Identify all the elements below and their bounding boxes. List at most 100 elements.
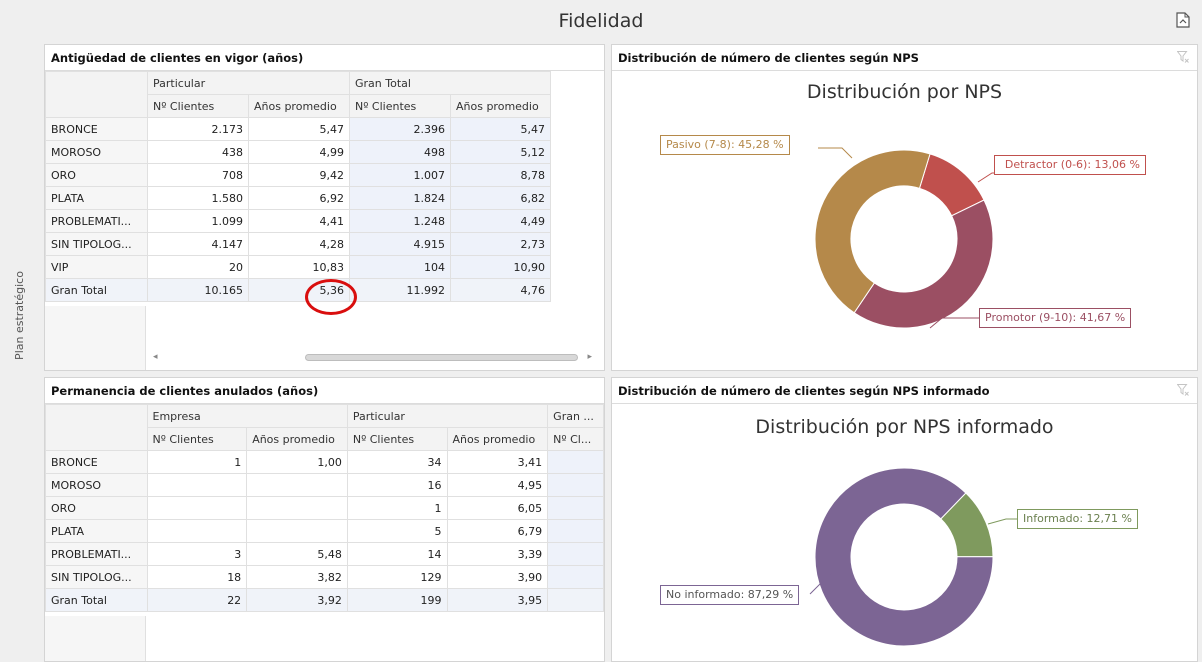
table-cell[interactable]: 14 [346,542,448,566]
table-cell[interactable]: 4,28 [248,232,350,256]
table-row[interactable]: VIP 20 10,83 104 10,90 [45,255,551,279]
table-cell[interactable]: 4,49 [450,209,551,233]
donut-slice[interactable] [814,149,931,314]
pivot-grid[interactable]: Particular Gran Total Nº Clientes Años p… [45,71,551,302]
table-cell[interactable]: 16 [346,473,448,497]
table-row[interactable]: MOROSO 438 4,99 498 5,12 [45,140,551,164]
table-cell[interactable]: 4.147 [147,232,249,256]
table-cell[interactable]: 5,48 [246,542,348,566]
row-header[interactable]: MOROSO [45,473,148,497]
table-cell[interactable]: 4,76 [450,278,551,302]
table-cell[interactable]: 4,41 [248,209,350,233]
table-cell[interactable]: 1 [146,450,248,474]
group-header[interactable]: Gran ... [547,404,604,428]
table-cell[interactable]: 1 [346,496,448,520]
table-cell[interactable]: 3,82 [246,565,348,589]
table-cell[interactable]: 104 [349,255,451,279]
table-cell[interactable]: 6,05 [446,496,549,520]
table-row[interactable]: PROBLEMATI... 1.099 4,41 1.248 4,49 [45,209,551,233]
column-header[interactable]: Nº Clientes [346,427,448,451]
clear-filter-icon[interactable] [1177,384,1189,396]
row-header[interactable]: Gran Total [45,278,148,302]
table-cell[interactable]: 2.173 [147,117,249,141]
table-cell[interactable] [146,473,248,497]
table-cell[interactable]: 4,95 [446,473,549,497]
table-cell[interactable]: 1.824 [349,186,451,210]
table-cell[interactable]: 1.248 [349,209,451,233]
table-row[interactable]: PROBLEMATI... 3 5,48 14 3,39 [45,542,604,566]
table-cell[interactable]: 3,41 [446,450,549,474]
table-cell[interactable] [146,519,248,543]
table-row[interactable]: Gran Total 22 3,92 199 3,95 [45,588,604,612]
table-cell[interactable]: 11.992 [349,278,451,302]
row-header[interactable]: SIN TIPOLOG... [45,232,148,256]
table-row[interactable]: Gran Total 10.165 5,36 11.992 4,76 [45,278,551,302]
table-cell[interactable] [246,519,348,543]
table-cell[interactable]: 3,39 [446,542,549,566]
column-header[interactable]: Años promedio [248,94,350,118]
column-header[interactable]: Años promedio [246,427,348,451]
table-cell[interactable]: 199 [346,588,448,612]
table-cell[interactable]: 6,82 [450,186,551,210]
table-cell[interactable]: 20 [147,255,249,279]
table-cell[interactable]: 2,73 [450,232,551,256]
table-cell[interactable]: 5,47 [450,117,551,141]
table-cell[interactable]: 5,47 [248,117,350,141]
group-header[interactable]: Empresa [146,404,348,428]
table-cell[interactable]: 1.580 [147,186,249,210]
table-cell[interactable]: 8,78 [450,163,551,187]
scroll-left-icon[interactable]: ◂ [153,352,158,362]
table-cell[interactable]: 3,92 [246,588,348,612]
row-header[interactable]: PLATA [45,519,148,543]
donut-slice[interactable] [814,467,994,647]
table-cell[interactable]: 5,12 [450,140,551,164]
table-row[interactable]: MOROSO 16 4,95 [45,473,604,497]
donut-chart[interactable] [612,71,1198,371]
table-cell[interactable]: 4,99 [248,140,350,164]
table-row[interactable]: ORO 708 9,42 1.007 8,78 [45,163,551,187]
group-header[interactable]: Gran Total [349,71,551,95]
table-cell[interactable]: 3 [146,542,248,566]
table-cell[interactable] [547,542,604,566]
table-cell[interactable]: 498 [349,140,451,164]
scroll-thumb[interactable] [305,354,578,361]
table-row[interactable]: PLATA 1.580 6,92 1.824 6,82 [45,186,551,210]
table-cell[interactable]: 708 [147,163,249,187]
table-cell[interactable]: 3,90 [446,565,549,589]
row-header[interactable]: PLATA [45,186,148,210]
table-cell[interactable] [547,473,604,497]
table-cell[interactable]: 18 [146,565,248,589]
table-cell[interactable] [146,496,248,520]
table-cell[interactable] [547,450,604,474]
donut-chart[interactable] [612,404,1198,662]
pivot-grid[interactable]: Empresa Particular Gran ... Nº Clientes … [45,404,604,612]
column-header[interactable]: Nº Cl... [547,427,604,451]
horizontal-scrollbar[interactable]: ◂ ▸ [153,352,592,362]
row-header[interactable]: ORO [45,496,148,520]
table-row[interactable]: SIN TIPOLOG... 18 3,82 129 3,90 [45,565,604,589]
row-header[interactable]: ORO [45,163,148,187]
table-cell[interactable]: 9,42 [248,163,350,187]
table-cell[interactable]: 6,92 [248,186,350,210]
table-cell[interactable] [547,519,604,543]
row-header[interactable]: BRONCE [45,117,148,141]
clear-filter-icon[interactable] [1177,51,1189,63]
group-header[interactable]: Particular [147,71,350,95]
table-cell[interactable]: 22 [146,588,248,612]
row-header[interactable]: VIP [45,255,148,279]
row-header[interactable]: Gran Total [45,588,148,612]
scroll-right-icon[interactable]: ▸ [587,352,592,362]
table-cell[interactable]: 34 [346,450,448,474]
table-cell[interactable] [547,588,604,612]
table-row[interactable]: SIN TIPOLOG... 4.147 4,28 4.915 2,73 [45,232,551,256]
table-row[interactable]: BRONCE 2.173 5,47 2.396 5,47 [45,117,551,141]
row-header[interactable]: BRONCE [45,450,148,474]
table-cell[interactable]: 10.165 [147,278,249,302]
table-cell[interactable]: 5 [346,519,448,543]
column-header[interactable]: Nº Clientes [147,94,249,118]
table-cell[interactable]: 4.915 [349,232,451,256]
donut-slice[interactable] [853,199,994,329]
column-header[interactable]: Años promedio [450,94,551,118]
table-cell[interactable] [246,496,348,520]
table-cell[interactable]: 3,95 [446,588,549,612]
